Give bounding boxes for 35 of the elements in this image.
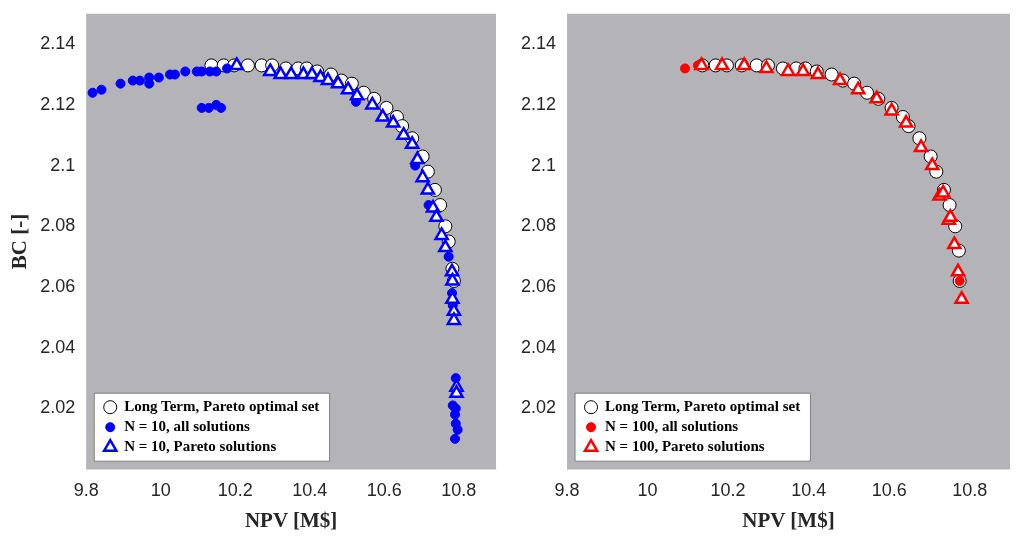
legend-label: Long Term, Pareto optimal set	[605, 398, 801, 415]
x-tick-label: 10.2	[217, 479, 253, 500]
legend-label: Long Term, Pareto optimal set	[124, 398, 320, 415]
y-tick-label: 2.06	[40, 276, 76, 297]
y-tick-label: 2.12	[40, 93, 76, 114]
x-tick-label: 10.6	[366, 479, 402, 500]
x-tick-label: 9.8	[73, 479, 99, 500]
x-tick-label: 10.4	[791, 479, 827, 500]
y-tick-label: 2.14	[40, 33, 76, 54]
y-tick-label: 2.04	[520, 336, 557, 357]
y-tick-label: 2.1	[50, 154, 76, 175]
legend-label: N = 10, Pareto solutions	[124, 438, 277, 455]
x-tick-label: 10.8	[952, 479, 988, 500]
legend-label: N = 100, all solutions	[605, 418, 739, 435]
y-tick-label: 2.08	[40, 215, 76, 236]
x-tick-label: 10.4	[292, 479, 328, 500]
y-tick-label: 2.06	[520, 276, 557, 297]
x-tick-label: 9.8	[554, 479, 580, 500]
x-axis-title: NPV [M$]	[244, 507, 338, 532]
x-axis-title: NPV [M$]	[742, 507, 835, 532]
x-tick-label: 10.8	[441, 479, 477, 500]
y-tick-label: 2.02	[40, 397, 76, 418]
y-tick-label: 2.12	[520, 93, 557, 114]
legend-label: N = 10, all solutions	[124, 418, 251, 435]
y-tick-label: 2.08	[520, 215, 557, 236]
legend-label: N = 100, Pareto solutions	[605, 438, 765, 455]
y-tick-label: 2.04	[40, 336, 76, 357]
y-tick-label: 2.14	[520, 33, 557, 54]
y-tick-label: 2.1	[531, 154, 557, 175]
y-tick-label: 2.02	[520, 397, 557, 418]
x-tick-label: 10.6	[871, 479, 907, 500]
y-axis-title: BC [-]	[7, 213, 32, 270]
x-tick-label: 10	[637, 479, 658, 500]
x-tick-label: 10.2	[710, 479, 746, 500]
x-tick-label: 10	[150, 479, 171, 500]
